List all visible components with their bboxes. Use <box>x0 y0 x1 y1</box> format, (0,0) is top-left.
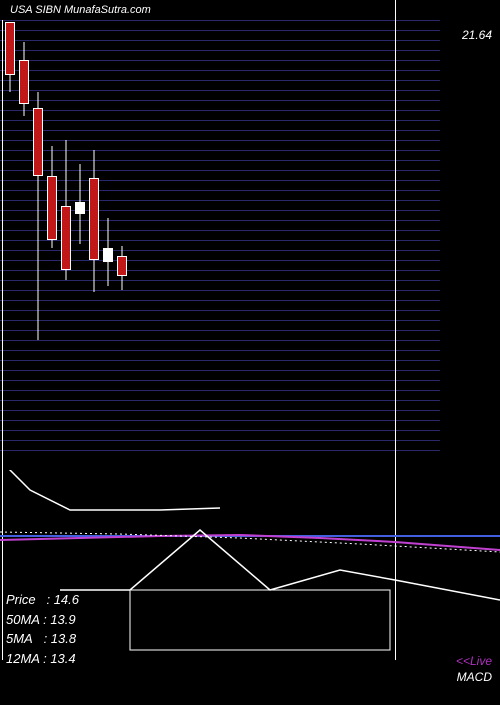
candle-body <box>103 248 113 262</box>
candle-body <box>117 256 127 276</box>
stats-box: Price : 14.6 50MA : 13.9 5MA : 13.8 12MA… <box>6 590 79 668</box>
chart-title: USA SIBN MunafaSutra.com <box>10 4 151 16</box>
price-label: Price <box>6 592 36 607</box>
ma12-value: 13.4 <box>50 651 75 666</box>
candlestick-series <box>0 0 500 460</box>
ma12-label: 12MA <box>6 651 39 666</box>
live-label: <<Live <box>456 654 492 668</box>
ma5-label: 5MA <box>6 631 33 646</box>
stock-chart-container: USA SIBN MunafaSutra.com 21.64 Price : 1… <box>0 0 500 700</box>
candle <box>88 0 100 460</box>
main-price-chart <box>0 0 500 460</box>
candle <box>46 0 58 460</box>
candle <box>18 0 30 460</box>
stat-12ma: 12MA : 13.4 <box>6 649 79 669</box>
candle-body <box>5 22 15 75</box>
price-value: 14.6 <box>54 592 79 607</box>
candle-body <box>61 206 71 270</box>
candle <box>60 0 72 460</box>
top-price-label: 21.64 <box>462 28 492 42</box>
candle <box>116 0 128 460</box>
stat-50ma: 50MA : 13.9 <box>6 610 79 630</box>
candle-body <box>89 178 99 260</box>
indicator-panel: Price : 14.6 50MA : 13.9 5MA : 13.8 12MA… <box>0 470 500 700</box>
candle-body <box>47 176 57 240</box>
candle <box>74 0 86 460</box>
ma50-value: 13.9 <box>50 612 75 627</box>
stat-price: Price : 14.6 <box>6 590 79 610</box>
ma50-label: 50MA <box>6 612 39 627</box>
candle-body <box>75 202 85 214</box>
candle <box>32 0 44 460</box>
indicator-box-1 <box>130 590 390 650</box>
candle-body <box>33 108 43 176</box>
macd-label: MACD <box>457 670 492 684</box>
ma5-value: 13.8 <box>51 631 76 646</box>
stat-5ma: 5MA : 13.8 <box>6 629 79 649</box>
candle <box>102 0 114 460</box>
indicator-line-1 <box>0 470 220 510</box>
candle <box>4 0 16 460</box>
candle-body <box>19 60 29 104</box>
